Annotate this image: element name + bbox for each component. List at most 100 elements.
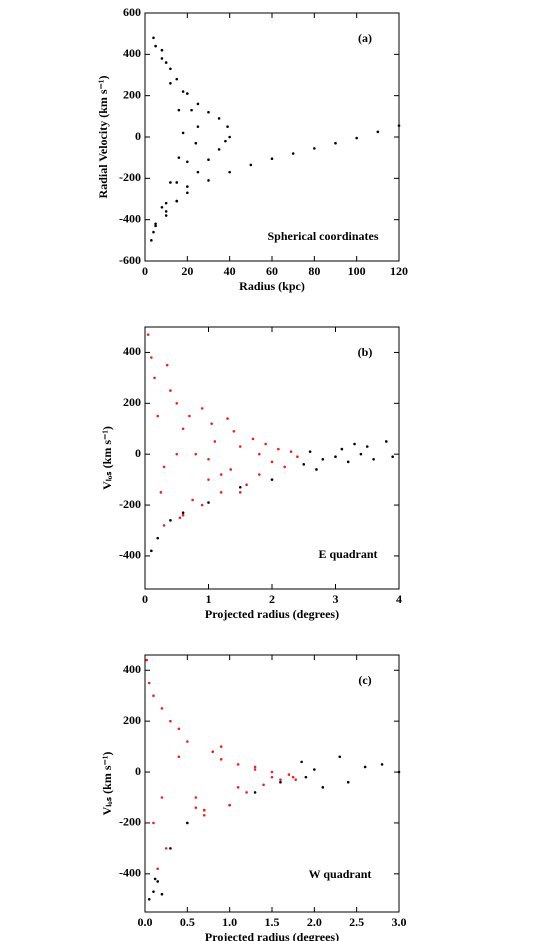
- point: [153, 877, 157, 881]
- point: [207, 501, 210, 504]
- point: [186, 160, 189, 164]
- point: [219, 758, 223, 761]
- point: [169, 67, 172, 71]
- point: [385, 440, 388, 443]
- point: [372, 457, 375, 461]
- point: [160, 796, 164, 799]
- point: [164, 214, 168, 217]
- point: [313, 768, 316, 771]
- panel-label: (c): [358, 673, 371, 687]
- point: [202, 808, 206, 812]
- y-tick-label: -400: [119, 866, 141, 880]
- point: [300, 760, 303, 764]
- point: [186, 740, 189, 743]
- point: [146, 333, 150, 336]
- point: [177, 755, 181, 759]
- x-tick-label: 4: [396, 592, 402, 606]
- point: [162, 465, 166, 469]
- point: [245, 483, 248, 487]
- point: [219, 473, 223, 476]
- point: [194, 452, 198, 456]
- point: [188, 414, 191, 418]
- point: [181, 90, 185, 93]
- point: [160, 48, 164, 52]
- point: [177, 727, 181, 731]
- point: [355, 136, 358, 140]
- point: [270, 770, 274, 774]
- x-tick-label: 0: [142, 592, 148, 606]
- y-tick-label: -200: [119, 497, 141, 511]
- point: [289, 450, 293, 453]
- y-tick-label: -600: [119, 253, 141, 267]
- y-tick-label: 0: [135, 764, 141, 778]
- point: [219, 745, 223, 748]
- point: [229, 468, 233, 471]
- x-tick-label: 2: [269, 592, 275, 606]
- y-axis-label: Vₗₒₛ (km s⁻¹): [100, 426, 114, 490]
- x-tick-label: 2.0: [307, 915, 322, 929]
- x-tick-label: 1.0: [222, 915, 237, 929]
- point: [228, 803, 231, 807]
- point: [391, 455, 394, 459]
- y-tick-label: 200: [123, 87, 141, 101]
- point: [340, 447, 344, 451]
- point: [164, 847, 168, 850]
- point: [346, 780, 350, 784]
- point: [207, 478, 210, 481]
- point: [207, 457, 210, 461]
- point: [397, 770, 401, 774]
- point: [226, 417, 229, 420]
- x-tick-label: 0.0: [138, 915, 153, 929]
- point: [258, 473, 261, 476]
- point: [169, 519, 172, 522]
- y-axis-label: Radial Velocity (km s⁻¹): [96, 76, 110, 199]
- point: [156, 867, 159, 871]
- point: [217, 148, 221, 151]
- point: [270, 460, 274, 464]
- point: [169, 847, 172, 850]
- point: [253, 768, 257, 771]
- point: [236, 763, 240, 766]
- point: [181, 511, 185, 514]
- point: [165, 363, 169, 367]
- y-tick-label: 200: [123, 713, 141, 727]
- point: [162, 524, 166, 527]
- point: [200, 503, 204, 507]
- point: [249, 163, 253, 167]
- point: [283, 465, 287, 469]
- point: [207, 179, 210, 182]
- x-tick-label: 0: [142, 264, 148, 278]
- x-tick-label: 2.5: [349, 915, 364, 929]
- panel-label: (b): [358, 345, 373, 359]
- point: [194, 806, 198, 809]
- point: [315, 468, 318, 471]
- x-tick-label: 1.5: [265, 915, 280, 929]
- point: [236, 786, 240, 789]
- point: [279, 778, 282, 781]
- point: [160, 892, 164, 896]
- point: [147, 897, 151, 901]
- point: [154, 222, 157, 226]
- point: [213, 440, 217, 443]
- point: [160, 57, 164, 60]
- point: [156, 536, 159, 540]
- y-tick-label: -400: [119, 548, 141, 562]
- point: [291, 775, 295, 779]
- point: [264, 442, 267, 446]
- point: [145, 658, 148, 662]
- point: [334, 455, 337, 459]
- point: [296, 455, 299, 459]
- panel-annotation: Spherical coordinates: [268, 229, 379, 243]
- point: [238, 485, 242, 489]
- point: [154, 224, 157, 228]
- point: [321, 786, 325, 789]
- y-axis-label: Vₗₒₛ (km s⁻¹): [100, 752, 114, 816]
- point: [365, 445, 369, 448]
- point: [376, 130, 380, 134]
- point: [287, 773, 291, 776]
- point: [196, 102, 200, 106]
- x-tick-label: 120: [390, 264, 408, 278]
- point: [175, 452, 179, 456]
- point: [150, 549, 153, 553]
